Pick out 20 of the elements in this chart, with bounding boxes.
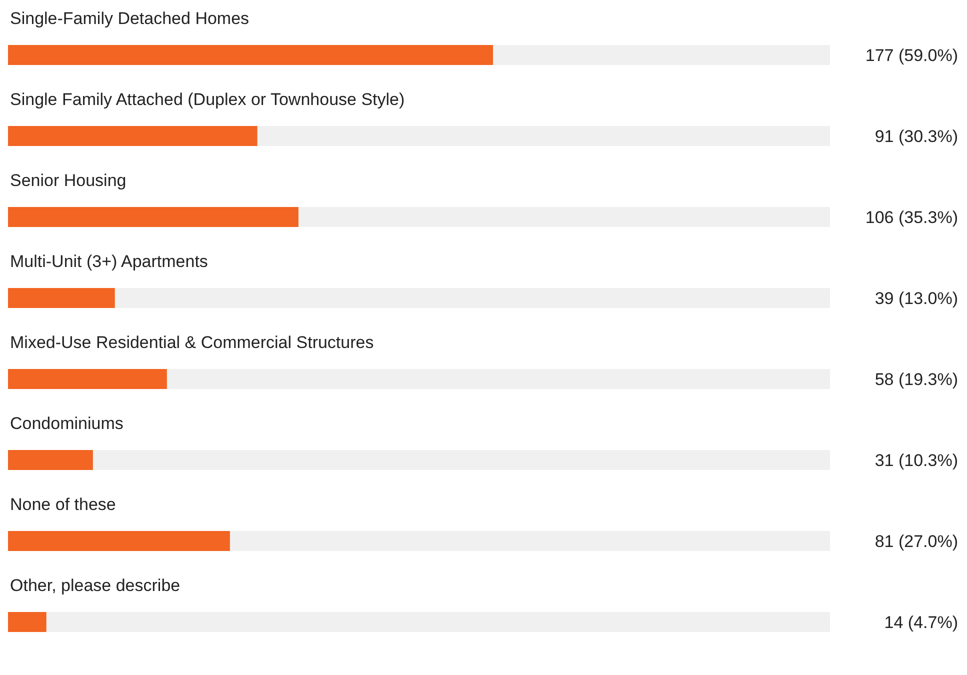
data-label: 39 (13.0%) [874, 289, 958, 308]
y-tick-label: Senior Housing [10, 171, 126, 190]
y-tick-label: Condominiums [10, 414, 124, 433]
y-tick-label: Single Family Attached (Duplex or Townhouse Style) [10, 90, 405, 109]
data-label: 91 (30.3%) [874, 127, 958, 146]
y-tick-label: Other, please describe [10, 576, 180, 595]
data-label: 14 (4.7%) [884, 613, 958, 632]
data-label: 106 (35.3%) [865, 208, 958, 227]
y-tick-label: Multi-Unit (3+) Apartments [10, 252, 208, 271]
y-tick-label: None of these [10, 495, 116, 514]
bar [8, 369, 167, 389]
y-tick-label: Single-Family Detached Homes [10, 9, 250, 28]
bar [8, 450, 93, 470]
bar [8, 612, 46, 632]
data-label: 81 (27.0%) [874, 532, 958, 551]
data-label: 177 (59.0%) [865, 46, 958, 65]
data-label: 58 (19.3%) [874, 370, 958, 389]
data-label: 31 (10.3%) [874, 451, 958, 470]
y-tick-label: Mixed-Use Residential & Commercial Structures [10, 333, 374, 352]
bar [8, 288, 115, 308]
